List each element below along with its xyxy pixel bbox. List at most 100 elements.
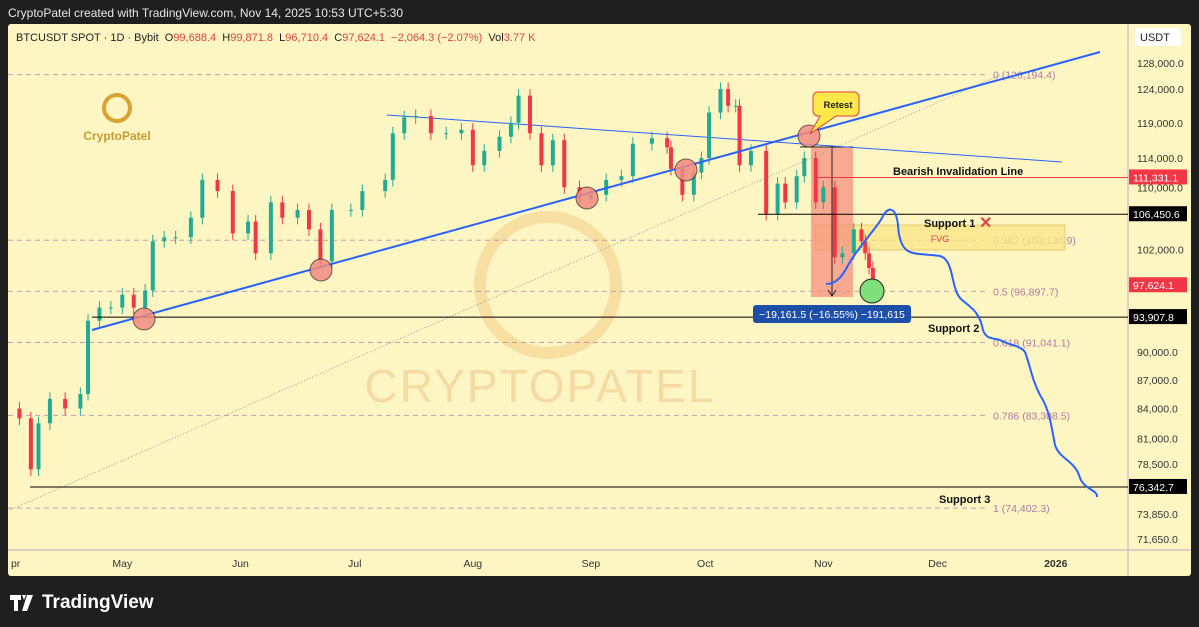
candle bbox=[253, 221, 258, 254]
chart-panel[interactable] bbox=[8, 24, 1191, 576]
candle bbox=[832, 187, 837, 258]
arrow-down-icon bbox=[827, 289, 837, 297]
candle bbox=[78, 394, 83, 409]
candle bbox=[200, 179, 205, 218]
candle bbox=[527, 95, 532, 134]
y-tick-label: 110,000.0 bbox=[1137, 182, 1183, 194]
level-price-label: 93,907.8 bbox=[1133, 312, 1174, 324]
x-tick-label: Nov bbox=[814, 558, 833, 570]
candle bbox=[402, 117, 407, 134]
candle bbox=[215, 179, 220, 192]
x-tick-label: May bbox=[112, 558, 133, 570]
candle bbox=[726, 89, 731, 106]
fvg-label: FVG bbox=[931, 234, 950, 244]
candle bbox=[668, 147, 673, 169]
fib-label: 1 (74,402.3) bbox=[993, 503, 1050, 515]
candle bbox=[813, 158, 818, 203]
candle bbox=[246, 221, 251, 234]
retest-label: Retest bbox=[823, 100, 853, 111]
candle bbox=[497, 136, 502, 151]
candle bbox=[707, 112, 712, 159]
candle bbox=[295, 210, 300, 218]
x-tick-label: Dec bbox=[928, 558, 947, 570]
candle bbox=[188, 217, 193, 238]
volume-label: Vol bbox=[488, 32, 504, 44]
candle bbox=[131, 294, 136, 308]
level-price-label: 106,450.6 bbox=[1133, 209, 1180, 221]
candle bbox=[444, 133, 449, 135]
candle bbox=[737, 105, 742, 166]
candle bbox=[280, 202, 285, 218]
currency-label: USDT bbox=[1140, 32, 1170, 44]
retest-callout bbox=[809, 91, 860, 135]
support-3-label: Support 3 bbox=[939, 494, 990, 506]
watermark-text: CRYPTOPATEL bbox=[365, 360, 716, 412]
support-1-label: Support 1 bbox=[924, 218, 975, 230]
level-price-tag bbox=[1129, 478, 1187, 494]
touch-point-circle bbox=[132, 307, 156, 331]
candle bbox=[108, 307, 113, 309]
candle bbox=[162, 237, 167, 242]
candle bbox=[508, 122, 513, 137]
candle bbox=[470, 129, 475, 166]
candle bbox=[665, 138, 670, 148]
fib-label: 0 (126,194.4) bbox=[993, 70, 1055, 82]
x-tick-label: Aug bbox=[463, 558, 482, 570]
candle bbox=[150, 241, 155, 291]
brand-text: TradingView bbox=[42, 592, 154, 613]
x-tick-label: 2026 bbox=[1044, 558, 1068, 570]
cryptopatel-logo-text: CryptoPatel bbox=[83, 129, 150, 143]
volume-value: 3.77 K bbox=[503, 32, 536, 44]
candle bbox=[775, 183, 780, 214]
candle bbox=[867, 253, 872, 268]
candle bbox=[870, 267, 875, 286]
candle bbox=[17, 408, 22, 419]
candle bbox=[630, 143, 635, 177]
candle bbox=[413, 115, 418, 118]
currency-badge bbox=[1135, 28, 1181, 46]
fvg-zone bbox=[814, 224, 1066, 251]
level-price-tag bbox=[1129, 206, 1187, 222]
y-tick-label: 114,000.0 bbox=[1137, 153, 1183, 165]
measure-label: −19,161.5 (−16.55%) −191,615 bbox=[759, 309, 905, 321]
level-price-tag bbox=[1129, 309, 1187, 325]
candle bbox=[802, 158, 807, 177]
candle bbox=[718, 89, 723, 113]
candle bbox=[691, 172, 696, 195]
tradingview-logo-icon bbox=[10, 595, 33, 611]
projection-path bbox=[825, 208, 1098, 498]
level-price-tag bbox=[1129, 169, 1187, 185]
candle bbox=[47, 398, 52, 424]
candle bbox=[268, 202, 273, 254]
candle bbox=[699, 158, 704, 173]
y-tick-label: 71,650.0 bbox=[1137, 534, 1178, 546]
level-price-label: 111,331.1 bbox=[1133, 172, 1178, 184]
candle bbox=[539, 133, 544, 166]
fib-label: 0.5 (96,897.7) bbox=[993, 286, 1058, 298]
x-tick-label: Jul bbox=[348, 558, 361, 570]
candle bbox=[863, 241, 868, 254]
x-tick-label: pr bbox=[11, 558, 21, 570]
candle bbox=[120, 294, 125, 308]
level-price-label: 76,342.7 bbox=[1133, 482, 1174, 494]
low-label: L bbox=[279, 32, 286, 44]
candle bbox=[230, 191, 235, 234]
y-tick-label: 124,000.0 bbox=[1137, 84, 1184, 96]
candle bbox=[28, 418, 33, 470]
candle bbox=[794, 176, 799, 203]
candle bbox=[428, 115, 433, 134]
measure-label-box bbox=[753, 305, 911, 323]
y-tick-label: 87,000.0 bbox=[1137, 375, 1178, 387]
candle bbox=[516, 95, 521, 123]
high-label: H bbox=[222, 32, 231, 44]
candle bbox=[390, 133, 395, 180]
close-value: 97,624.1 bbox=[342, 32, 386, 44]
touch-point-circle bbox=[309, 258, 333, 282]
tradingview-brand[interactable]: TradingView bbox=[10, 592, 154, 614]
candle bbox=[306, 210, 311, 230]
y-tick-label: 119,000.0 bbox=[1137, 118, 1183, 130]
x-tick-label: Oct bbox=[697, 558, 713, 570]
y-tick-label: 90,000.0 bbox=[1137, 347, 1178, 359]
candle bbox=[97, 307, 102, 321]
